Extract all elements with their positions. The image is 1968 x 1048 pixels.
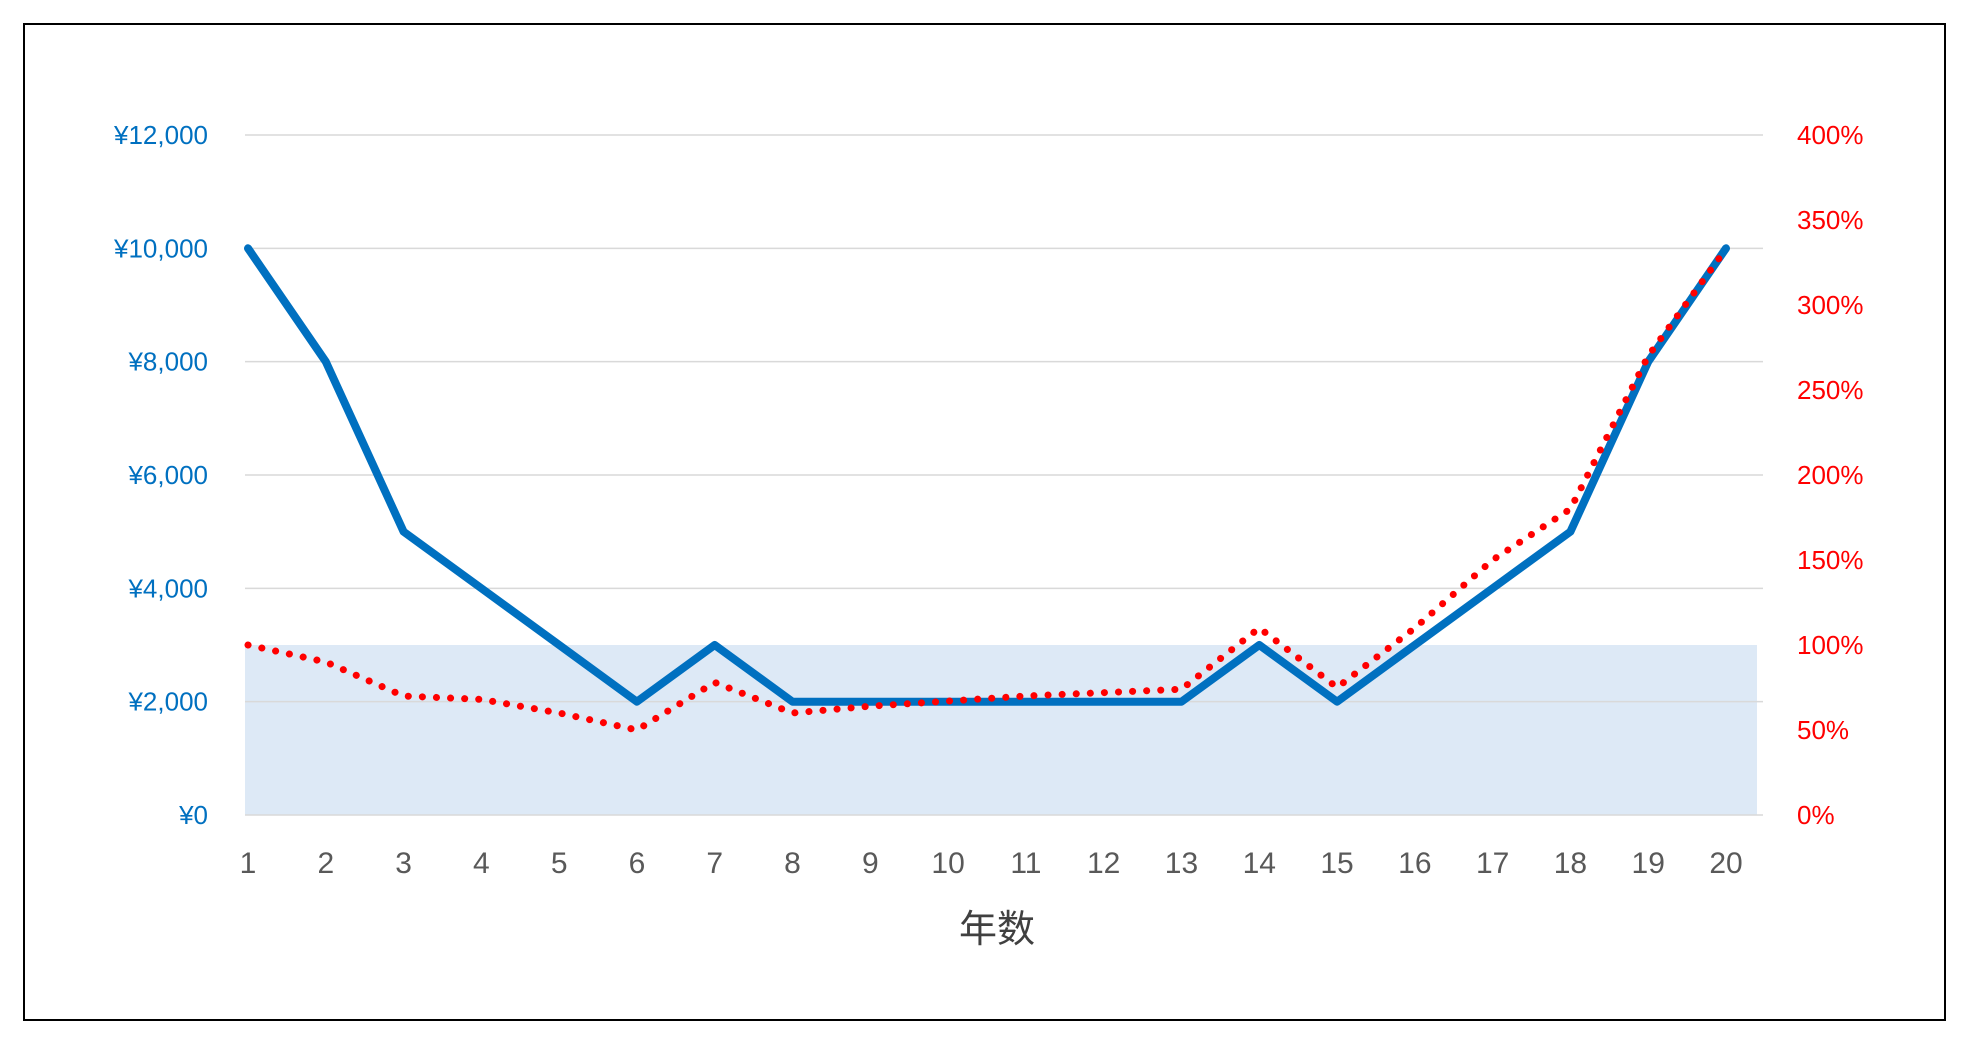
threshold-band [245,645,1757,815]
x-tick-label: 10 [931,847,964,880]
right-tick-label: 400% [1797,120,1864,150]
right-tick-label: 50% [1797,715,1849,745]
x-axis: 1 2 3 4 5 6 7 8 9 10 11 12 13 14 15 16 17 18 19 20 [240,847,1743,880]
x-tick-label: 3 [395,847,412,880]
x-axis-label: 年数 [959,907,1035,951]
x-tick-label: 1 [240,847,257,880]
x-tick-label: 11 [1010,847,1041,880]
x-tick-label: 7 [706,847,723,880]
right-tick-label: 250% [1797,375,1864,405]
chart-frame [23,23,1946,1021]
x-tick-label: 9 [862,847,879,880]
x-tick-label: 5 [551,847,568,880]
left-tick-label: ¥6,000 [127,460,208,490]
left-tick-label: ¥8,000 [127,347,208,377]
right-tick-label: 200% [1797,460,1864,490]
x-tick-label: 20 [1709,847,1742,880]
x-tick-label: 19 [1632,847,1665,880]
series-layer [244,244,1730,734]
x-tick-label: 16 [1398,847,1431,880]
right-tick-label: 100% [1797,630,1864,660]
right-tick-label: 300% [1797,290,1864,320]
right-tick-label: 350% [1797,205,1864,235]
left-tick-label: ¥12,000 [113,120,208,150]
x-tick-label: 4 [473,847,490,880]
left-axis: ¥0 ¥2,000 ¥4,000 ¥6,000 ¥8,000 ¥10,000 ¥12,000 [113,120,208,830]
x-tick-label: 15 [1320,847,1353,880]
x-tick-label: 14 [1243,847,1276,880]
right-axis: 0% 50% 100% 150% 200% 250% 300% 350% 400% [1797,120,1864,830]
x-tick-label: 18 [1554,847,1587,880]
x-tick-label: 2 [317,847,334,880]
x-tick-label: 13 [1165,847,1198,880]
left-tick-label: ¥10,000 [113,233,208,263]
x-tick-label: 6 [629,847,646,880]
left-tick-label: ¥2,000 [127,687,208,717]
left-tick-label: ¥0 [178,800,208,830]
right-tick-label: 150% [1797,545,1864,575]
x-tick-label: 8 [784,847,801,880]
right-tick-label: 0% [1797,800,1835,830]
dotted-series-line [244,245,1730,734]
gridlines [245,134,1763,816]
x-tick-label: 17 [1476,847,1509,880]
solid-series-line [244,244,1730,706]
x-tick-label: 12 [1087,847,1120,880]
left-tick-label: ¥4,000 [127,573,208,603]
band-layer [245,645,1757,815]
